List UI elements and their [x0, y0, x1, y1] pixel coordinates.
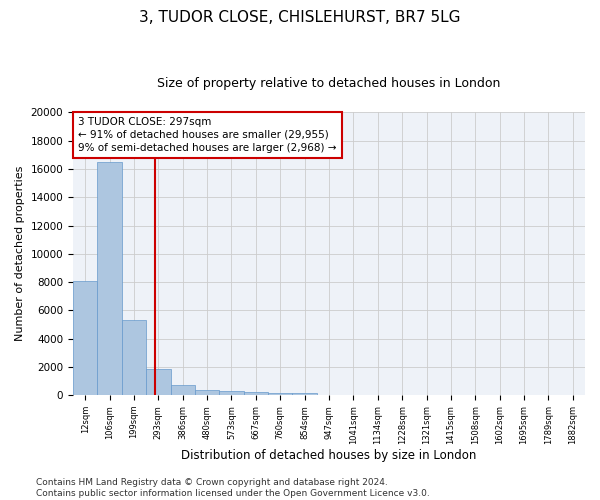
Bar — [220, 391, 244, 395]
Bar — [170, 385, 195, 395]
Bar — [146, 369, 170, 395]
Bar — [292, 393, 317, 395]
Bar — [122, 320, 146, 395]
X-axis label: Distribution of detached houses by size in London: Distribution of detached houses by size … — [181, 450, 477, 462]
Bar — [195, 390, 220, 395]
Y-axis label: Number of detached properties: Number of detached properties — [15, 166, 25, 342]
Bar — [97, 162, 122, 395]
Text: Contains HM Land Registry data © Crown copyright and database right 2024.
Contai: Contains HM Land Registry data © Crown c… — [36, 478, 430, 498]
Bar — [244, 392, 268, 395]
Bar — [268, 392, 292, 395]
Bar — [73, 280, 97, 395]
Text: 3 TUDOR CLOSE: 297sqm
← 91% of detached houses are smaller (29,955)
9% of semi-d: 3 TUDOR CLOSE: 297sqm ← 91% of detached … — [78, 116, 337, 153]
Title: Size of property relative to detached houses in London: Size of property relative to detached ho… — [157, 78, 501, 90]
Text: 3, TUDOR CLOSE, CHISLEHURST, BR7 5LG: 3, TUDOR CLOSE, CHISLEHURST, BR7 5LG — [139, 10, 461, 25]
